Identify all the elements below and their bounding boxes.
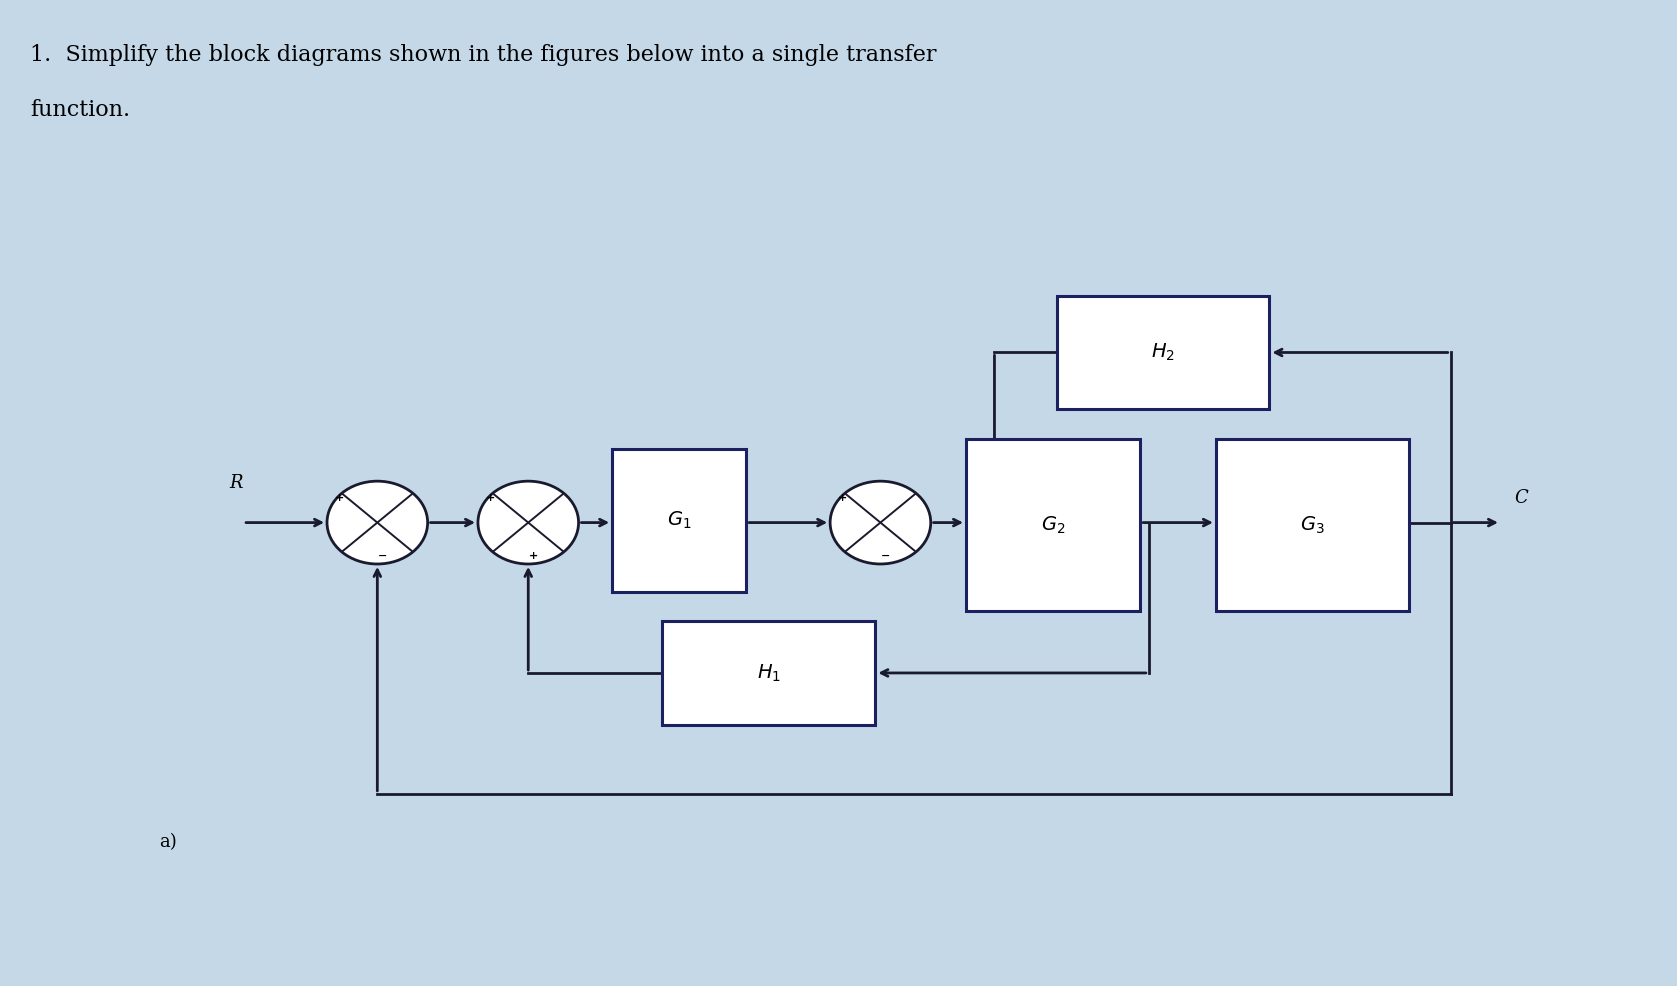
Text: R: R <box>230 474 243 492</box>
Text: −: − <box>377 551 387 561</box>
Text: $H_1$: $H_1$ <box>756 663 781 683</box>
Bar <box>1216 439 1409 611</box>
Text: $G_2$: $G_2$ <box>1041 515 1065 535</box>
Text: +: + <box>335 493 344 503</box>
Text: a): a) <box>159 833 178 851</box>
Text: −: − <box>880 551 890 561</box>
Text: $G_1$: $G_1$ <box>667 510 691 530</box>
Text: $G_3$: $G_3$ <box>1300 515 1325 535</box>
Text: function.: function. <box>30 99 131 120</box>
Bar <box>612 449 746 592</box>
Ellipse shape <box>830 481 931 564</box>
Text: +: + <box>528 551 538 561</box>
Bar <box>662 621 875 725</box>
Ellipse shape <box>327 481 428 564</box>
Bar <box>1057 296 1269 409</box>
Text: +: + <box>486 493 495 503</box>
Text: C: C <box>1514 489 1528 507</box>
Bar <box>966 439 1140 611</box>
Ellipse shape <box>478 481 579 564</box>
Text: +: + <box>838 493 847 503</box>
Text: $H_2$: $H_2$ <box>1150 342 1176 363</box>
Text: 1.  Simplify the block diagrams shown in the figures below into a single transfe: 1. Simplify the block diagrams shown in … <box>30 44 937 66</box>
